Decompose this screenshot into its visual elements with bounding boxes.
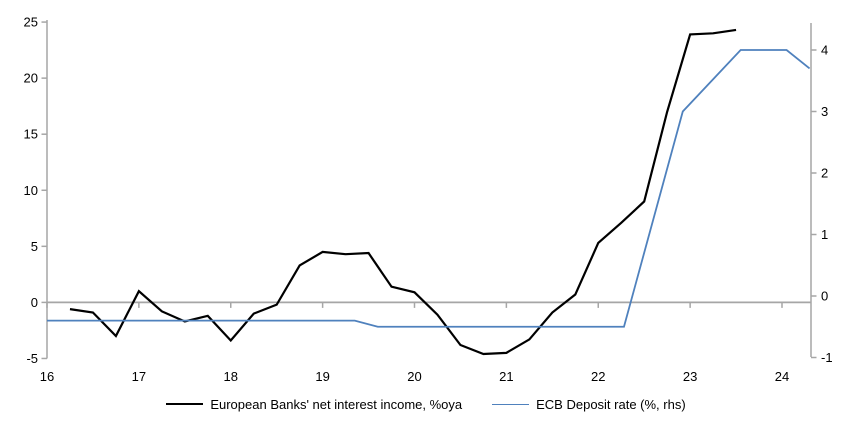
series-line-0 <box>69 28 737 356</box>
x-axis-tick-label: 22 <box>591 369 605 384</box>
x-axis-tick-label: 16 <box>40 369 54 384</box>
legend-label-ecb-deposit-rate: ECB Deposit rate (%, rhs) <box>536 396 686 412</box>
legend-item-ecb-deposit-rate: ECB Deposit rate (%, rhs) <box>492 397 686 412</box>
x-axis-tick-label: 19 <box>315 369 329 384</box>
legend-swatch-blue-line-icon <box>492 403 530 405</box>
left-axis-tick-label: 25 <box>24 15 38 30</box>
x-axis-tick-label: 18 <box>224 369 238 384</box>
left-axis-tick-label: 10 <box>24 183 38 198</box>
left-axis-tick-label: 20 <box>24 71 38 86</box>
legend: European Banks' net interest income, %oy… <box>0 392 852 416</box>
right-axis-tick-label: 3 <box>821 104 828 119</box>
right-axis-tick-label: 2 <box>821 166 828 181</box>
left-axis-tick-label: 5 <box>31 239 38 254</box>
right-axis-tick-label: 0 <box>821 289 828 304</box>
x-axis-tick-label: 20 <box>407 369 421 384</box>
left-axis-tick-label: 0 <box>31 295 38 310</box>
legend-label-net-interest-income: European Banks' net interest income, %oy… <box>210 396 463 412</box>
legend-swatch-black-line-icon <box>166 403 204 405</box>
right-axis-tick-label: 1 <box>821 227 828 242</box>
x-axis-tick-label: 21 <box>499 369 513 384</box>
legend-item-net-interest-income: European Banks' net interest income, %oy… <box>166 397 462 412</box>
left-axis-tick-label: -5 <box>26 351 38 366</box>
x-axis-tick-label: 23 <box>683 369 697 384</box>
x-axis-tick-label: 17 <box>132 369 146 384</box>
right-axis-tick-label: -1 <box>821 350 833 365</box>
right-axis-tick-label: 4 <box>821 43 828 58</box>
x-axis-tick-label: 24 <box>775 369 789 384</box>
series-line-1 <box>47 49 811 328</box>
left-axis-tick-label: 15 <box>24 127 38 142</box>
